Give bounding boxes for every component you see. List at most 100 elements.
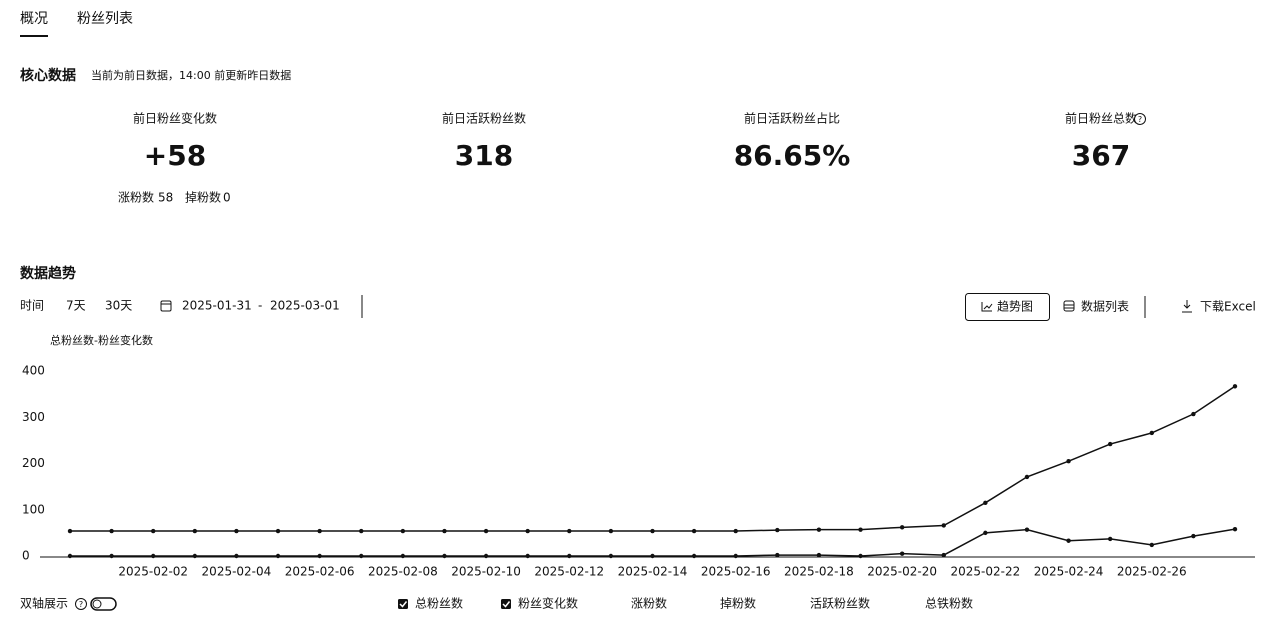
date-separator: - <box>258 299 262 313</box>
date-end[interactable]: 2025-03-01 <box>270 299 340 313</box>
data-point <box>317 528 322 534</box>
data-point <box>899 525 905 530</box>
x-tick-label: 2025-02-24 <box>1034 565 1104 579</box>
y-tick-label: 100 <box>22 502 45 516</box>
legend-option[interactable]: 总铁粉数 <box>925 596 973 611</box>
metric-label: 前日活跃粉丝占比 <box>744 111 840 126</box>
sub-label: 涨粉数 <box>118 190 154 205</box>
x-tick-label: 2025-02-10 <box>451 565 521 579</box>
data-point <box>691 553 697 559</box>
view-button-active[interactable] <box>965 293 1050 321</box>
x-tick-label: 2025-02-20 <box>867 565 937 579</box>
trend-icon <box>981 302 993 312</box>
y-tick-label: 0 <box>22 549 30 563</box>
data-point <box>359 553 364 559</box>
x-tick-label: 2025-02-08 <box>368 565 438 579</box>
data-point <box>567 528 572 534</box>
data-point <box>109 553 114 559</box>
data-point <box>67 528 73 534</box>
data-point <box>691 528 697 534</box>
data-point <box>317 553 322 559</box>
dual-axis-label: 双轴展示 <box>20 596 68 611</box>
y-tick-label: 300 <box>22 410 45 424</box>
data-point <box>400 528 406 534</box>
list-icon <box>1063 300 1075 312</box>
x-tick-label: 2025-02-06 <box>285 565 355 579</box>
legend-label: 总粉丝数 <box>415 596 463 611</box>
data-point <box>1066 538 1071 543</box>
data-point <box>899 551 905 556</box>
x-tick-label: 2025-02-04 <box>202 565 272 579</box>
toggle[interactable] <box>90 597 117 611</box>
data-point <box>275 528 281 534</box>
data-point <box>1149 430 1154 436</box>
help-icon[interactable] <box>1134 113 1146 125</box>
data-point <box>442 528 447 534</box>
download-button[interactable]: 下载Excel <box>1200 300 1256 314</box>
tab-underline <box>20 35 48 37</box>
legend-label: 粉丝变化数 <box>518 596 578 611</box>
data-point <box>1191 411 1196 417</box>
section-note: 当前为前日数据，14:00 前更新昨日数据 <box>91 68 291 82</box>
series-line <box>70 385 1236 532</box>
data-point <box>1149 542 1154 548</box>
data-point <box>1232 526 1238 532</box>
legend: 总粉丝数 粉丝变化数 涨粉数 掉粉数 活跃粉丝数 总铁粉数 <box>398 596 973 611</box>
data-point <box>983 500 988 506</box>
legend-option[interactable]: 活跃粉丝数 <box>810 596 870 611</box>
help-icon[interactable] <box>75 598 87 610</box>
data-point <box>483 528 489 534</box>
view-button[interactable]: 数据列表 <box>1081 299 1129 314</box>
data-point <box>442 553 447 559</box>
data-point <box>733 553 738 559</box>
tab[interactable]: 粉丝列表 <box>77 11 133 27</box>
help-glyph: ? <box>1138 115 1142 124</box>
data-point <box>608 553 614 559</box>
sub-value: 58 <box>158 191 173 205</box>
data-point <box>1232 384 1238 389</box>
check-mark <box>502 601 511 608</box>
y-axis-label: 总粉丝数-粉丝变化数 <box>50 333 153 347</box>
legend-option[interactable]: 掉粉数 <box>720 596 756 611</box>
data-point <box>733 528 738 534</box>
data-point <box>234 553 239 559</box>
range-option[interactable]: 7天 <box>66 299 86 313</box>
data-point <box>525 553 530 559</box>
data-point <box>1191 533 1196 539</box>
data-point <box>400 553 406 559</box>
data-point <box>941 523 946 528</box>
data-point <box>816 552 822 558</box>
data-point <box>275 553 281 559</box>
x-tick-label: 2025-02-14 <box>618 565 688 579</box>
data-point <box>1107 441 1113 447</box>
sub-value: 0 <box>223 191 231 205</box>
data-point <box>67 553 73 559</box>
data-point <box>608 528 614 534</box>
x-tick-label: 2025-02-12 <box>534 565 604 579</box>
toggle-knob <box>92 599 102 609</box>
date-start[interactable]: 2025-01-31 <box>182 299 252 313</box>
legend-checkbox[interactable] <box>501 599 511 609</box>
metric-value: 318 <box>455 139 513 172</box>
data-point <box>650 528 655 534</box>
data-point <box>483 553 489 559</box>
data-point <box>816 527 822 532</box>
data-point <box>858 553 863 559</box>
section-title: 核心数据 <box>20 67 76 84</box>
sub-label: 掉粉数 <box>185 190 221 205</box>
legend-option[interactable]: 涨粉数 <box>631 596 667 611</box>
calendar-icon <box>160 300 172 312</box>
metric-label: 前日粉丝总数 <box>1065 111 1137 126</box>
data-point <box>109 528 114 534</box>
data-point <box>234 528 239 534</box>
y-tick-label: 200 <box>22 456 45 470</box>
metric-value: 367 <box>1072 139 1130 172</box>
legend-checkbox[interactable] <box>398 599 408 609</box>
x-tick-label: 2025-02-22 <box>950 565 1020 579</box>
tab-active[interactable]: 概况 <box>20 11 48 27</box>
range-option[interactable]: 30天 <box>105 299 132 313</box>
data-point <box>151 528 156 534</box>
metric-value: +58 <box>144 139 206 172</box>
